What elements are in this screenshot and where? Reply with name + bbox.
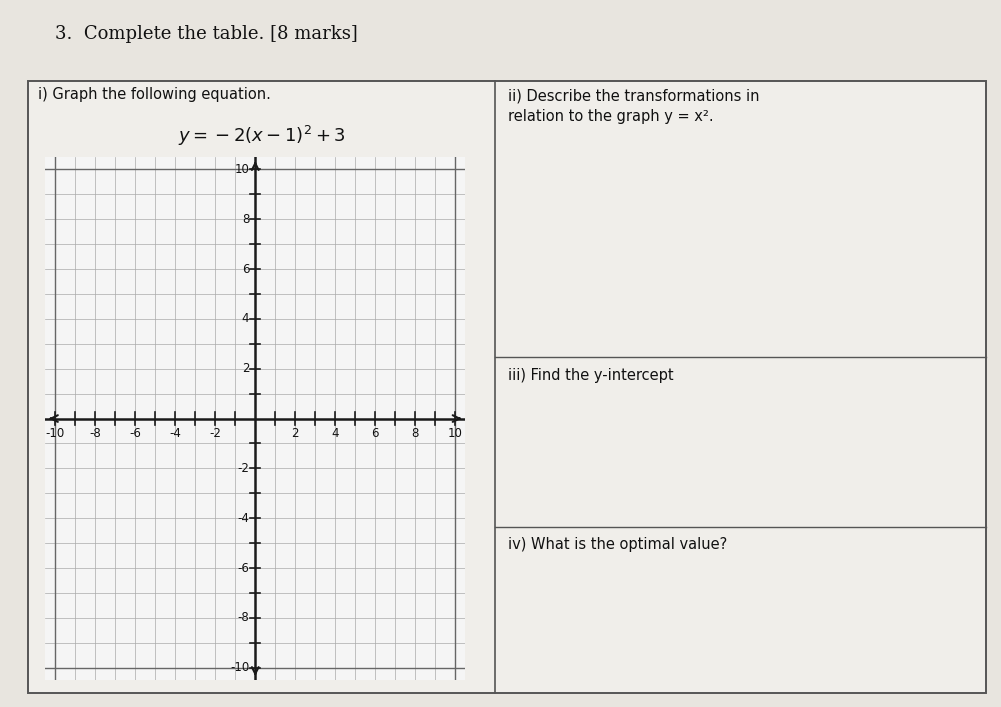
Text: ii) Describe the transformations in
relation to the graph y = x².: ii) Describe the transformations in rela…	[508, 88, 759, 124]
Text: $y = -2(x-1)^2+3$: $y = -2(x-1)^2+3$	[178, 124, 345, 148]
Text: 2: 2	[242, 362, 249, 375]
Bar	[28, 81, 986, 693]
Text: -2: -2	[237, 462, 249, 475]
Text: -6: -6	[129, 427, 141, 440]
Text: 10: 10	[234, 163, 249, 176]
Text: -4: -4	[237, 512, 249, 525]
Text: 2: 2	[291, 427, 299, 440]
Text: 4: 4	[242, 312, 249, 325]
Text: 8: 8	[411, 427, 419, 440]
Text: -4: -4	[169, 427, 181, 440]
Text: iv) What is the optimal value?: iv) What is the optimal value?	[508, 537, 727, 552]
Text: 4: 4	[331, 427, 339, 440]
Text: 6: 6	[242, 262, 249, 276]
Text: 6: 6	[371, 427, 379, 440]
Text: -8: -8	[89, 427, 101, 440]
Bar	[28, 81, 986, 693]
Text: -2: -2	[209, 427, 221, 440]
Text: -8: -8	[237, 612, 249, 624]
Text: 8: 8	[242, 213, 249, 226]
Text: -6: -6	[237, 561, 249, 575]
Text: 10: 10	[448, 427, 462, 440]
Text: iii) Find the y-intercept: iii) Find the y-intercept	[508, 368, 673, 382]
Text: -10: -10	[230, 661, 249, 674]
Text: 3.  Complete the table. [8 marks]: 3. Complete the table. [8 marks]	[55, 25, 357, 42]
Text: -10: -10	[45, 427, 65, 440]
Text: i) Graph the following equation.: i) Graph the following equation.	[38, 87, 271, 102]
